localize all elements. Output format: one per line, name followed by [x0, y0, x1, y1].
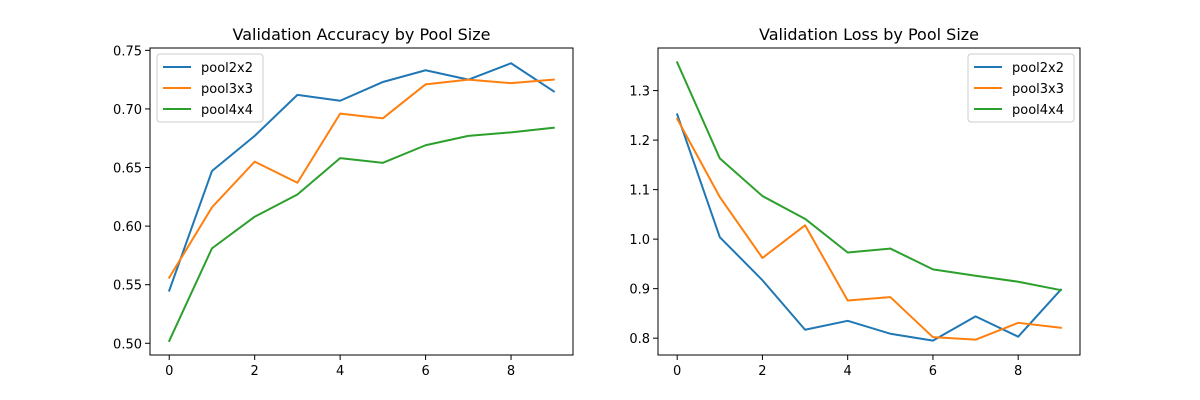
loss-y-tick-label: 0.9: [629, 283, 650, 298]
loss-legend-label-pool4x4: pool4x4: [1012, 103, 1064, 118]
loss-legend-label-pool2x2: pool2x2: [1012, 61, 1064, 76]
loss-legend-box: [967, 53, 1075, 123]
accuracy-y-tick-label: 0.75: [113, 44, 142, 59]
accuracy-axes-frame: [149, 47, 574, 356]
loss-axes-frame: [657, 47, 1081, 356]
loss-legend: pool2x2 pool3x3 pool4x4: [967, 53, 1075, 123]
loss-x-tick-label: 6: [929, 364, 937, 379]
loss-x-tick-label: 4: [844, 364, 852, 379]
accuracy-y-tick-label: 0.60: [113, 220, 142, 235]
loss-y-tick-label: 0.8: [629, 332, 650, 347]
accuracy-series-pool3x3: [167, 78, 555, 280]
accuracy-y-tick-label: 0.70: [113, 103, 142, 118]
accuracy-y-tick-label: 0.50: [113, 337, 142, 352]
accuracy-x-tick-label: 8: [507, 364, 515, 379]
loss-x-tick-label: 2: [758, 364, 766, 379]
accuracy-x-tick-label: 6: [421, 364, 429, 379]
accuracy-y-tick-label: 0.65: [113, 162, 142, 177]
accuracy-chart-title: Validation Accuracy by Pool Size: [233, 25, 491, 44]
accuracy-legend-label-pool4x4: pool4x4: [201, 103, 253, 118]
accuracy-legend: pool2x2 pool3x3 pool4x4: [156, 53, 264, 123]
accuracy-legend-label-pool2x2: pool2x2: [201, 61, 253, 76]
accuracy-x-tick-label: 0: [165, 364, 173, 379]
loss-series-pool4x4: [675, 61, 1062, 292]
accuracy-y-tick-label: 0.55: [113, 279, 142, 294]
loss-y-tick-label: 1.2: [629, 134, 650, 149]
loss-series-pool3x3: [675, 117, 1062, 341]
accuracy-chart: Validation Accuracy by Pool Size 0 2 4 6 8 0.5…: [113, 25, 574, 379]
accuracy-series-pool2x2: [167, 62, 556, 292]
loss-chart: Validation Loss by Pool Size 0 2 4 6 8 0.8 0.9 1…: [629, 25, 1081, 379]
loss-series-pool2x2: [675, 113, 1063, 342]
loss-x-tick-label: 8: [1014, 364, 1022, 379]
loss-y-tick-label: 1.0: [629, 233, 650, 248]
accuracy-legend-label-pool3x3: pool3x3: [201, 82, 253, 97]
loss-y-tick-label: 1.1: [629, 184, 650, 199]
accuracy-legend-box: [156, 53, 264, 123]
loss-y-tick-label: 1.3: [629, 85, 650, 100]
loss-chart-title: Validation Loss by Pool Size: [759, 25, 979, 44]
loss-x-tick-label: 0: [673, 364, 681, 379]
accuracy-series-pool4x4: [167, 126, 555, 343]
loss-legend-label-pool3x3: pool3x3: [1012, 82, 1064, 97]
accuracy-x-tick-label: 4: [336, 364, 344, 379]
accuracy-x-tick-label: 2: [251, 364, 259, 379]
